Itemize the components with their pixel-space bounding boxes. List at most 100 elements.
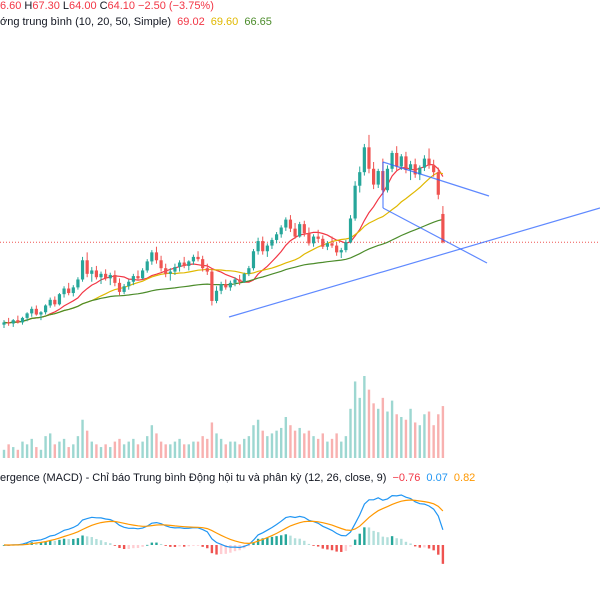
macd-histogram-bar (418, 545, 421, 548)
ma50-value: 66.65 (244, 16, 272, 28)
candle-body (62, 288, 66, 295)
volume-bar (164, 444, 167, 458)
ma-legend[interactable]: ớng trung bình (10, 20, 50, Simple) 69.0… (0, 16, 275, 28)
candle-body (214, 290, 219, 301)
volume-bar (377, 408, 380, 458)
volume-bar (395, 414, 398, 458)
macd-histogram-bar (192, 545, 195, 546)
volume-bar (316, 438, 320, 458)
macd-histogram-bar (284, 534, 288, 545)
macd-histogram-bar (289, 535, 292, 545)
macd-signal-line (4, 499, 444, 546)
candle-body (104, 273, 108, 279)
volume-bar (432, 425, 435, 458)
macd-histogram-bar (44, 541, 47, 545)
volume-bar (400, 417, 403, 458)
candle-body (330, 243, 334, 246)
volume-bar (90, 441, 93, 458)
candle-body (136, 276, 140, 279)
volume-bar (132, 438, 135, 458)
volume-bar (404, 419, 408, 458)
candle-body (141, 270, 145, 279)
macd-legend[interactable]: ergence (MACD) - Chỉ báo Trung bình Động… (0, 472, 478, 484)
candle-body (159, 260, 163, 269)
candle-body (201, 259, 205, 269)
candle-body (358, 172, 362, 186)
volume-bar (298, 427, 301, 458)
candle-body (191, 256, 196, 262)
candle-body (265, 245, 269, 252)
volume-bar (219, 438, 223, 458)
macd-histogram-bar (372, 530, 375, 545)
ma20-line (3, 171, 444, 324)
macd-histogram-bar (381, 536, 385, 545)
macd-histogram-bar (150, 542, 154, 545)
volume-bar (413, 422, 417, 458)
candle-body (228, 282, 232, 288)
macd-histogram-bar (298, 538, 301, 545)
volume-bar (113, 441, 117, 458)
candle-body (122, 286, 126, 292)
ma10-value: 69.02 (177, 16, 205, 28)
macd-histogram-bar (321, 545, 324, 549)
volume-bar (215, 433, 218, 458)
macd-histogram-bar (261, 538, 264, 545)
macd-histogram-bar (35, 542, 38, 545)
volume-bar (81, 419, 84, 458)
volume-bar (423, 414, 426, 458)
candle-body (94, 270, 98, 278)
volume-bar (136, 444, 140, 458)
macd-hist-value: −0.76 (392, 472, 421, 484)
candle-body (302, 224, 306, 234)
candle-body (372, 168, 376, 185)
macd-histogram-bar (122, 545, 126, 550)
candle-body (261, 241, 265, 252)
candle-body (233, 279, 237, 283)
macd-histogram-bar (344, 545, 348, 551)
triangle-lower-trendline[interactable] (382, 207, 488, 264)
candle-body (353, 185, 357, 219)
candle-body (7, 322, 11, 324)
volume-bar (30, 438, 33, 458)
volume-bar (326, 441, 329, 458)
macd-histogram-bar (49, 540, 52, 545)
volume-bar (2, 449, 6, 458)
candle-body (408, 164, 413, 170)
volume-bar (118, 438, 121, 458)
change-value: −2.50 (−3.75%) (138, 0, 214, 12)
volume-bar (58, 441, 61, 458)
candle-body (16, 320, 20, 323)
volume-bar (418, 425, 421, 458)
volume-bar (62, 438, 66, 458)
volume-bar (49, 433, 52, 458)
volume-bar (169, 444, 172, 458)
trendline-drawings[interactable] (228, 161, 600, 318)
macd-histogram-bar (400, 538, 403, 545)
volume-bar (141, 441, 144, 458)
ma20-value: 69.60 (210, 16, 239, 28)
macd-histogram-bar (224, 545, 227, 554)
macd-histogram-bar (423, 545, 426, 548)
candle-body (99, 273, 103, 278)
macd-histogram-bar (39, 542, 43, 545)
support-trendline[interactable] (228, 207, 600, 318)
candle-body (113, 274, 117, 283)
macd-line-value: 0.07 (426, 472, 448, 484)
macd-title[interactable]: ergence (MACD) - Chỉ báo Trung bình Động… (0, 472, 387, 484)
macd-histogram-bar (67, 539, 70, 545)
candle-body (348, 218, 353, 243)
volume-bar (266, 436, 269, 458)
volume-bar (35, 447, 38, 458)
candle-body (187, 261, 191, 266)
open-value: 6.60 (0, 0, 22, 12)
volume-bar (441, 406, 445, 458)
ma-title[interactable]: ớng trung bình (10, 20, 50, Simple) (0, 16, 172, 28)
volume-bar (270, 433, 274, 458)
macd-histogram-bar (136, 545, 140, 548)
volume-bar (182, 444, 186, 458)
volume-bar (12, 447, 15, 458)
macd-histogram-bar (85, 536, 89, 545)
price-pane (0, 134, 600, 329)
triangle-upper-trendline[interactable] (382, 161, 490, 197)
